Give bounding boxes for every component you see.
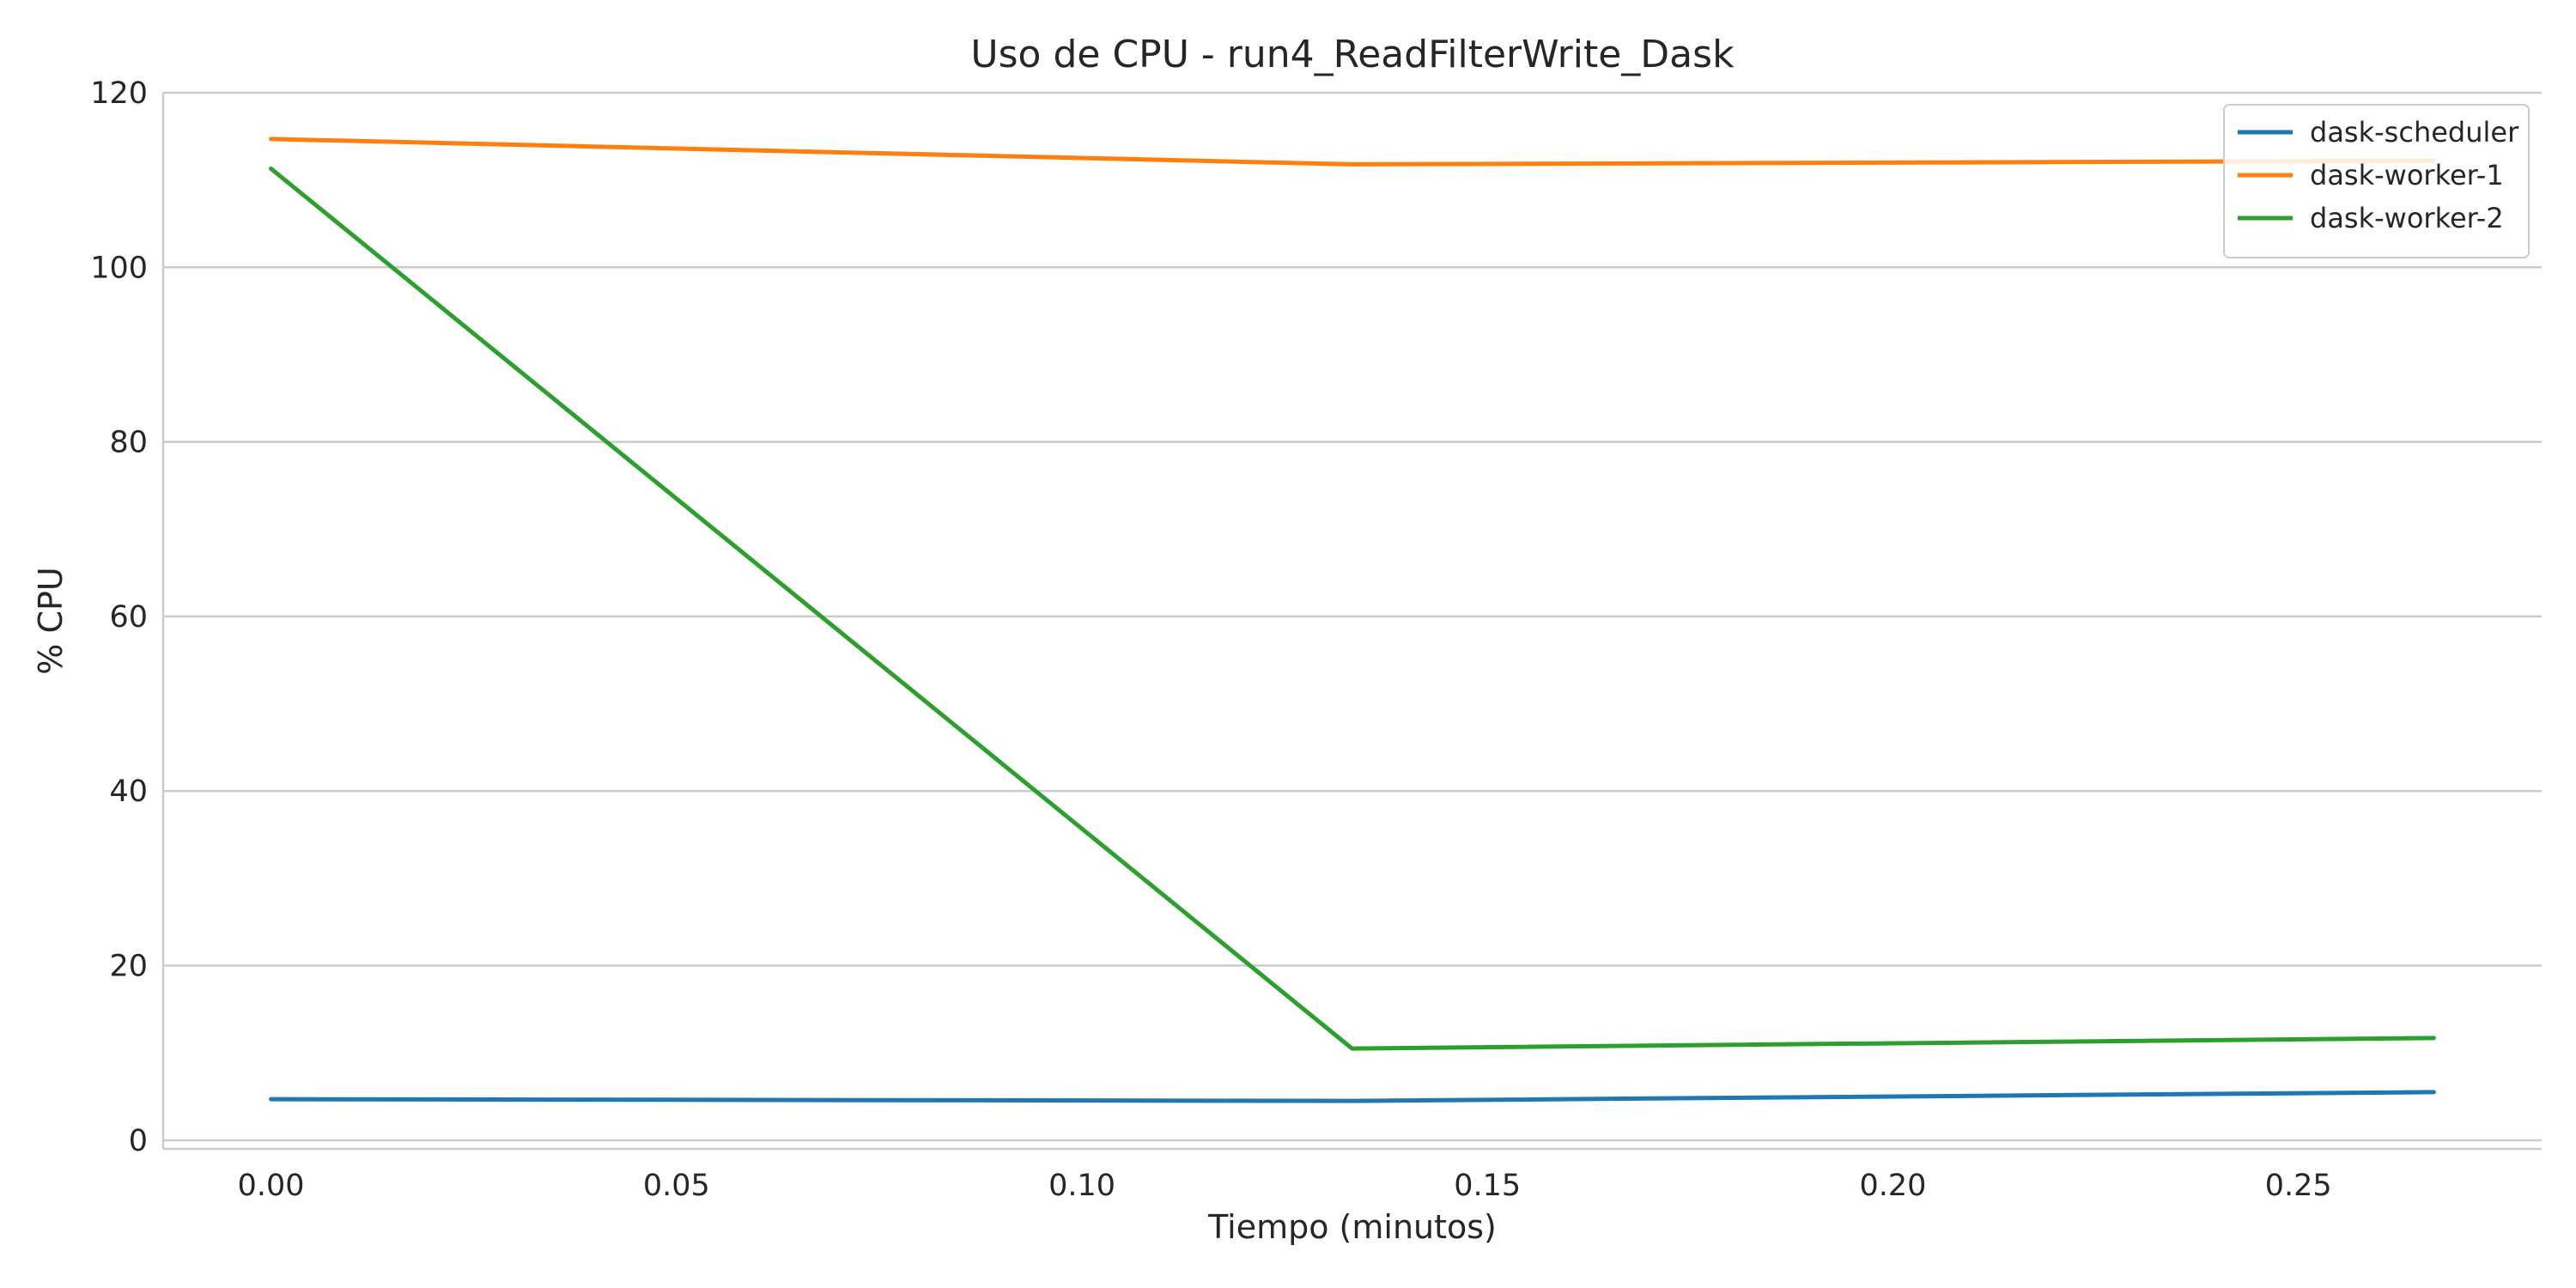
series-line-dask-worker-1 (269, 137, 2436, 167)
series-line-dask-scheduler (269, 1090, 2436, 1103)
x-tick-label: 0.15 (1454, 1169, 1521, 1203)
x-tick-label: 0.20 (1859, 1169, 1926, 1203)
x-tick-label: 0.25 (2265, 1169, 2332, 1203)
series-line-dask-worker-2 (269, 166, 2436, 1051)
y-tick-label: 80 (109, 426, 148, 460)
y-tick-label: 120 (90, 76, 148, 111)
x-tick-label: 0.05 (643, 1169, 710, 1203)
y-axis-label: % CPU (32, 567, 70, 674)
y-tick-label: 0 (129, 1124, 148, 1158)
chart-title: Uso de CPU - run4_ReadFilterWrite_Dask (970, 33, 1735, 76)
legend-box (2223, 104, 2530, 258)
x-tick-label: 0.10 (1048, 1169, 1115, 1203)
series-lines (269, 137, 2436, 1103)
axes (161, 93, 2542, 1151)
y-tick-label: 40 (109, 775, 148, 809)
tick-labels: 0 20 40 60 80 100 120 0.00 0.05 0.10 0.15 0.20 0.25 (90, 76, 2331, 1203)
legend: dask-scheduler dask-worker-1 dask-worker-2 (2223, 104, 2530, 258)
grid-lines (163, 91, 2542, 1142)
y-tick-label: 100 (90, 251, 148, 285)
legend-label: dask-worker-2 (2310, 202, 2504, 234)
legend-label: dask-worker-1 (2310, 159, 2504, 191)
legend-label: dask-scheduler (2310, 116, 2519, 149)
x-tick-label: 0.00 (238, 1169, 305, 1203)
y-tick-label: 20 (109, 950, 148, 984)
y-tick-label: 60 (109, 600, 148, 635)
x-axis-label: Tiempo (minutos) (1207, 1208, 1497, 1246)
